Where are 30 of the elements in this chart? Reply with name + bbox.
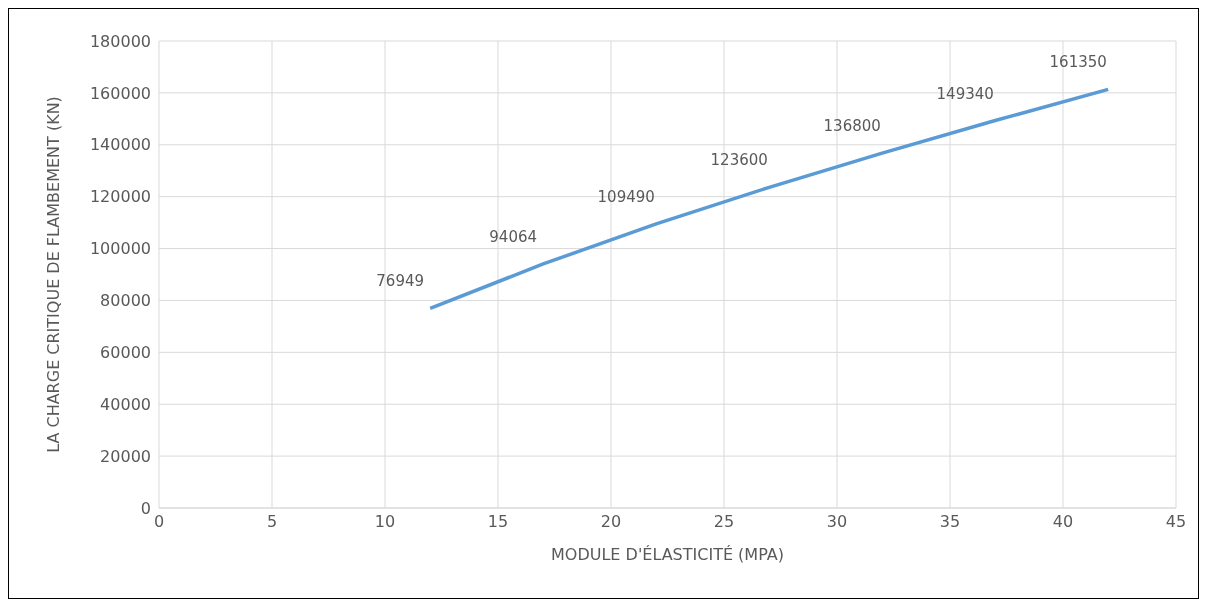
x-tick-label: 40 xyxy=(1052,512,1074,532)
data-label: 136800 xyxy=(823,117,881,136)
x-tick-label: 45 xyxy=(1165,512,1187,532)
y-tick-label: 20000 xyxy=(100,446,151,466)
data-label: 149340 xyxy=(936,84,994,103)
y-tick-label: 100000 xyxy=(89,239,151,259)
y-tick-label: 40000 xyxy=(100,394,151,414)
x-tick-label: 30 xyxy=(826,512,848,532)
data-label: 161350 xyxy=(1049,53,1107,72)
x-tick-label: 15 xyxy=(487,512,509,532)
y-tick-label: 80000 xyxy=(100,291,151,311)
y-tick-label: 120000 xyxy=(89,187,151,207)
y-tick-label: 0 xyxy=(140,498,151,518)
y-axis-title: LA CHARGE CRITIQUE DE FLAMBEMENT (KN) xyxy=(43,96,63,453)
x-tick-label: 25 xyxy=(713,512,735,532)
x-axis-title: MODULE D'ÉLASTICITÉ (MPA) xyxy=(551,545,784,564)
x-tick-label: 35 xyxy=(939,512,961,532)
y-tick-label: 60000 xyxy=(100,343,151,363)
x-tick-label: 0 xyxy=(153,512,165,532)
x-tick-label: 10 xyxy=(374,512,396,532)
data-label: 123600 xyxy=(710,151,768,170)
data-label: 109490 xyxy=(597,187,655,206)
line-series xyxy=(428,87,1110,311)
y-tick-label: 180000 xyxy=(89,31,151,51)
x-tick-label: 5 xyxy=(266,512,278,532)
data-label: 76949 xyxy=(376,272,425,291)
x-tick-label: 20 xyxy=(600,512,622,532)
y-tick-label: 140000 xyxy=(89,135,151,155)
y-tick-label: 160000 xyxy=(89,83,151,103)
data-label: 94064 xyxy=(489,227,538,246)
